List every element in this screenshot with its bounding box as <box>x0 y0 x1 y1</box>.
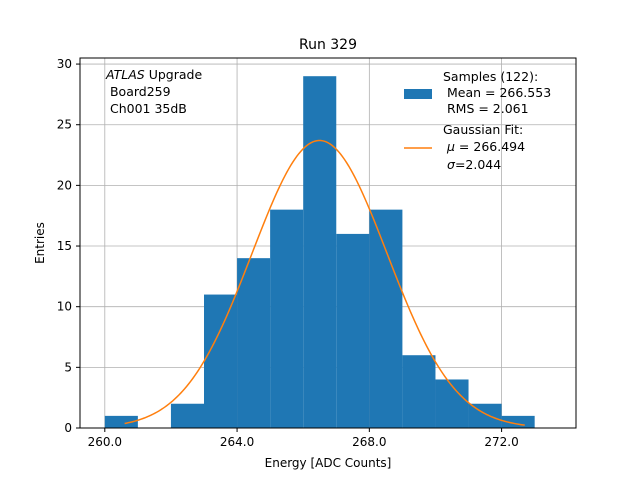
histogram-bars <box>104 76 535 429</box>
legend: Samples (122): Mean = 266.553 RMS = 2.06… <box>404 69 551 172</box>
y-tick-label: 30 <box>57 57 72 71</box>
y-tick-label: 15 <box>57 239 72 253</box>
y-axis-label: Entries <box>33 222 47 264</box>
y-tick-label: 10 <box>57 300 72 314</box>
x-tick-label: 272.0 <box>484 435 518 449</box>
annotation-line-1: ATLAS Upgrade <box>105 67 202 82</box>
y-tick-label: 5 <box>64 360 72 374</box>
histogram-bar <box>303 76 337 429</box>
legend-sigma-value: =2.044 <box>455 157 501 172</box>
chart-title: Run 329 <box>299 37 357 53</box>
y-tick-label: 25 <box>57 118 72 132</box>
legend-fit-sigma: σ=2.044 <box>447 157 501 172</box>
legend-samples-rms: RMS = 2.061 <box>443 101 529 116</box>
x-axis-label: Energy [ADC Counts] <box>265 456 392 470</box>
x-tick-label: 264.0 <box>220 435 254 449</box>
x-axis-ticks: 260.0 264.0 268.0 272.0 <box>88 428 519 449</box>
legend-sigma-symbol: σ <box>447 157 456 172</box>
histogram-bar <box>501 415 535 428</box>
histogram-bar <box>204 294 238 428</box>
legend-fit-label: Gaussian Fit: <box>443 122 523 137</box>
plot-frame <box>79 57 577 429</box>
legend-fit-mu: μ = 266.494 <box>446 139 525 154</box>
legend-samples-swatch <box>404 89 432 99</box>
y-axis-ticks: 0 5 10 15 20 25 30 <box>57 57 80 435</box>
histogram-bar <box>270 209 304 428</box>
y-tick-label: 20 <box>57 178 72 192</box>
histogram-bar <box>336 233 370 428</box>
annotation-atlas-italic: ATLAS <box>105 67 145 82</box>
x-tick-label: 260.0 <box>88 435 122 449</box>
gaussian-fit <box>124 139 525 426</box>
histogram-bar <box>402 355 436 428</box>
histogram-bar <box>435 379 469 428</box>
histogram-bar <box>104 415 138 428</box>
legend-mu-symbol: μ <box>446 139 455 154</box>
legend-samples-mean: Mean = 266.553 <box>443 85 551 100</box>
y-tick-label: 0 <box>64 421 72 435</box>
legend-samples-label: Samples (122): <box>443 69 538 84</box>
gaussian-fit-curve <box>124 139 525 426</box>
annotation-upgrade: Upgrade <box>145 67 203 82</box>
annotation-line-2: Board259 <box>106 84 171 99</box>
annotation-line-3: Ch001 35dB <box>106 101 187 116</box>
atlas-annotation: ATLAS Upgrade Board259 Ch001 35dB <box>105 67 202 116</box>
histogram-bar <box>369 209 403 428</box>
x-tick-label: 268.0 <box>352 435 386 449</box>
histogram-bar <box>237 258 271 428</box>
legend-mu-value: = 266.494 <box>455 139 525 154</box>
histogram-bar <box>170 403 204 428</box>
